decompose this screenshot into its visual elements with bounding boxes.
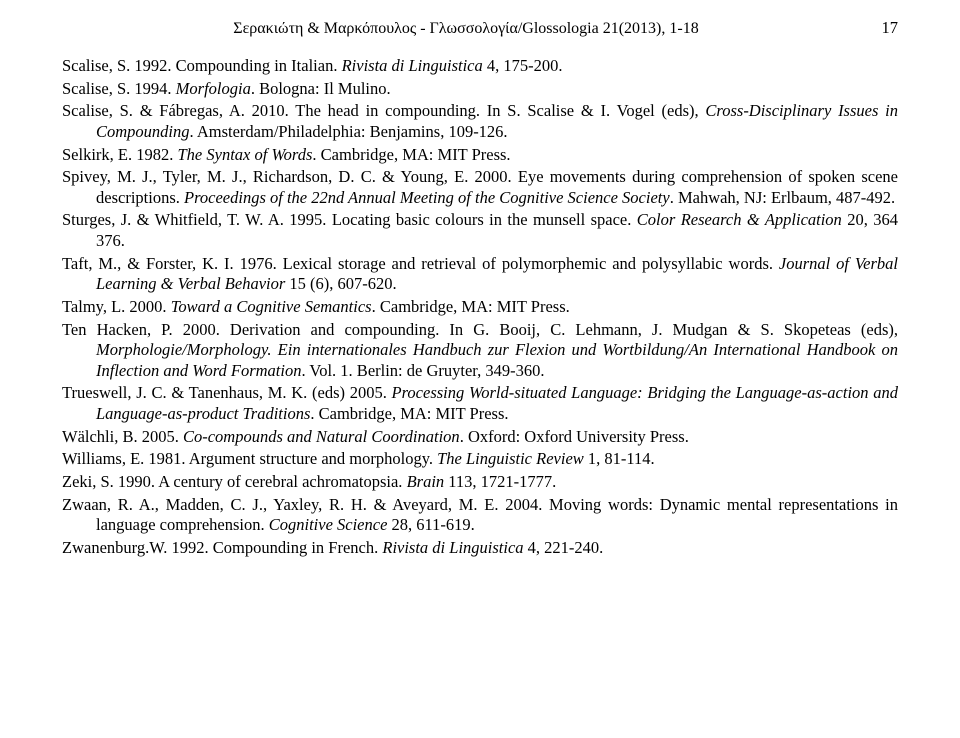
reference-entry: Scalise, S. 1994. Morfologia. Bologna: I… — [62, 79, 898, 100]
page-number: 17 — [870, 18, 898, 38]
reference-entry: Zeki, S. 1990. A century of cerebral ach… — [62, 472, 898, 493]
reference-entry: Zwaan, R. A., Madden, C. J., Yaxley, R. … — [62, 495, 898, 536]
reference-entry: Scalise, S. 1992. Compounding in Italian… — [62, 56, 898, 77]
reference-entry: Spivey, M. J., Tyler, M. J., Richardson,… — [62, 167, 898, 208]
reference-entry: Talmy, L. 2000. Toward a Cognitive Seman… — [62, 297, 898, 318]
reference-entry: Trueswell, J. C. & Tanenhaus, M. K. (eds… — [62, 383, 898, 424]
reference-entry: Wälchli, B. 2005. Co-compounds and Natur… — [62, 427, 898, 448]
reference-entry: Scalise, S. & Fábregas, A. 2010. The hea… — [62, 101, 898, 142]
reference-entry: Ten Hacken, P. 2000. Derivation and comp… — [62, 320, 898, 382]
reference-entry: Williams, E. 1981. Argument structure an… — [62, 449, 898, 470]
references-list: Scalise, S. 1992. Compounding in Italian… — [62, 56, 898, 558]
reference-entry: Taft, M., & Forster, K. I. 1976. Lexical… — [62, 254, 898, 295]
running-header-title: Σερακιώτη & Μαρκόπουλος - Γλωσσολογία/Gl… — [62, 20, 870, 38]
reference-entry: Selkirk, E. 1982. The Syntax of Words. C… — [62, 145, 898, 166]
page-header: Σερακιώτη & Μαρκόπουλος - Γλωσσολογία/Gl… — [62, 18, 898, 38]
page-container: Σερακιώτη & Μαρκόπουλος - Γλωσσολογία/Gl… — [0, 0, 960, 600]
reference-entry: Zwanenburg.W. 1992. Compounding in Frenc… — [62, 538, 898, 559]
reference-entry: Sturges, J. & Whitfield, T. W. A. 1995. … — [62, 210, 898, 251]
